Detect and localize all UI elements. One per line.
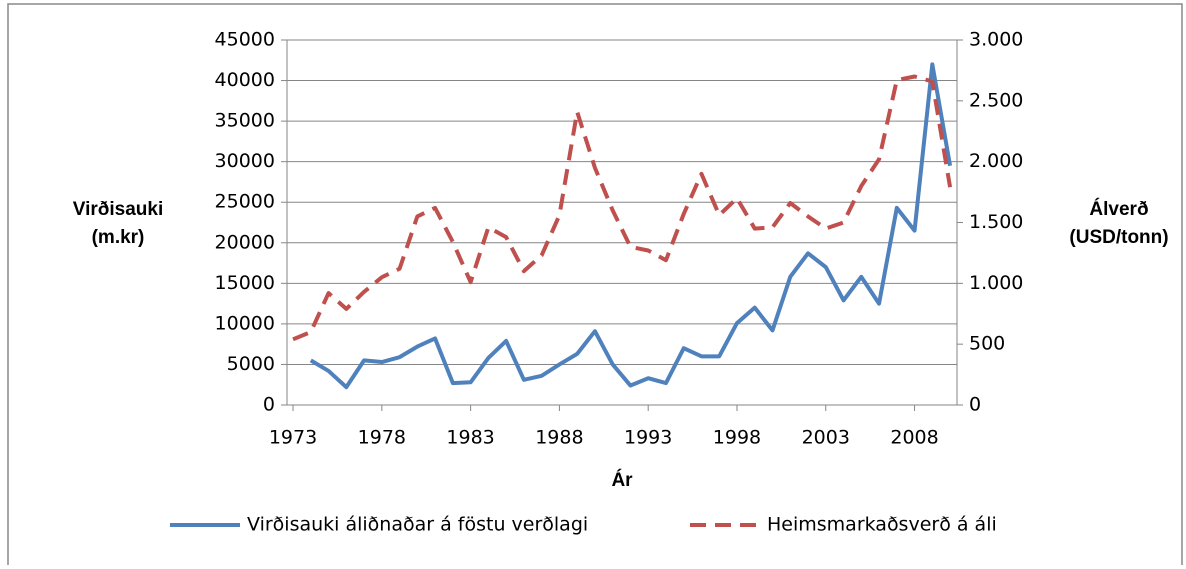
y-tick-label: 30000 [215,150,275,172]
x-tick-label: 1988 [535,427,583,449]
x-tick-label: 1978 [358,427,406,449]
x-tick-label: 1993 [624,427,672,449]
y-axis-title: (m.kr) [92,227,145,248]
x-tick-label: 1983 [446,427,494,449]
y-tick-label: 15000 [215,272,275,294]
y2-tick-label: 1.000 [969,272,1023,294]
x-tick-label: 2003 [802,427,850,449]
chart-frame [7,3,1183,569]
data-line [309,62,953,390]
x-tick-label: 2008 [890,427,938,449]
x-axis-title: Ár [611,469,633,491]
y2-tick-label: 1.500 [969,211,1023,233]
y2-tick-label: 500 [969,333,1005,355]
y2-tick-label: 2.500 [969,89,1023,111]
legend-label: Virðisauki áliðnaðar á föstu verðlagi [247,514,588,536]
y2-axis-title: (USD/tonn) [1069,227,1168,248]
legend-label: Heimsmarkaðsverð á áli [767,514,997,536]
x-tick-label: 1998 [713,427,761,449]
y-tick-label: 0 [263,394,275,416]
y2-tick-label: 3.000 [969,29,1023,51]
y-tick-label: 40000 [215,69,275,91]
y-axis-title: Virðisauki [73,199,163,220]
y-tick-label: 5000 [227,353,275,375]
y-tick-label: 25000 [215,191,275,213]
y2-axis-title: Álverð [1089,198,1148,220]
data-line [292,74,953,342]
y-tick-label: 10000 [215,312,275,334]
y-tick-label: 45000 [215,29,275,51]
y2-tick-label: 2.000 [969,150,1023,172]
y-tick-label: 20000 [215,231,275,253]
x-tick-label: 1973 [269,427,317,449]
y-tick-label: 35000 [215,110,275,132]
y2-tick-label: 0 [969,394,981,416]
